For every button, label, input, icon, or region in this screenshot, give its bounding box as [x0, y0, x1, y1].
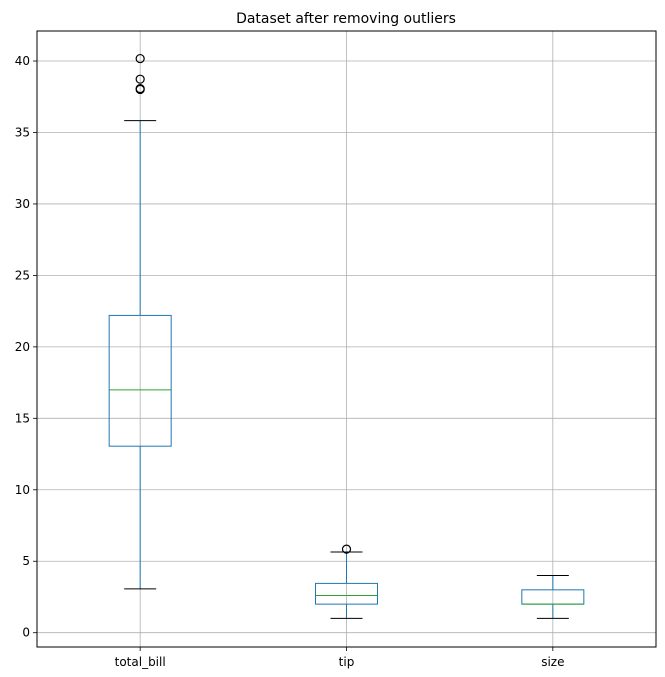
outlier-point	[135, 74, 145, 84]
outlier-point	[341, 544, 352, 554]
y-tick-label: 5	[22, 554, 30, 568]
plot-frame	[36, 30, 657, 648]
y-tick-label: 10	[15, 483, 30, 497]
y-tick-label: 15	[15, 411, 30, 425]
iqr-box	[315, 582, 378, 605]
y-tick-label: 35	[15, 125, 30, 139]
chart-title: Dataset after removing outliers	[236, 11, 456, 27]
box-tip	[315, 544, 378, 619]
outlier-point	[135, 53, 145, 64]
x-tick-label: tip	[339, 655, 355, 669]
y-tick-label: 20	[15, 340, 30, 354]
boxes	[108, 53, 585, 619]
outlier-point	[135, 83, 145, 94]
x-tick-label: total_bill	[115, 655, 166, 669]
y-tick-label: 40	[15, 54, 30, 68]
axes: 0 5 10 15 20 25 30 35 40 total_bill tip size	[15, 54, 565, 669]
y-tick-label: 30	[15, 197, 30, 211]
y-tick-label: 25	[15, 268, 30, 282]
iqr-box	[108, 314, 172, 447]
x-tick-label: size	[541, 655, 564, 669]
y-tick-label: 0	[22, 626, 30, 640]
box-size	[521, 575, 585, 619]
box-total_bill	[108, 53, 172, 590]
